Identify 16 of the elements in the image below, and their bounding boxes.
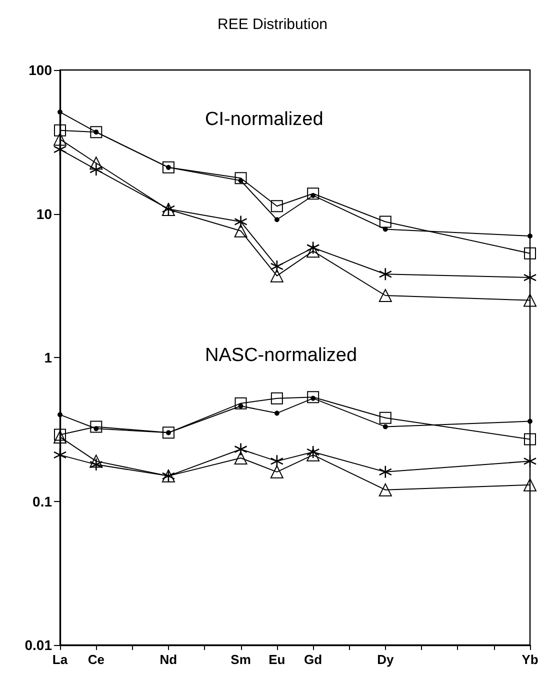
- x-tick-label: Nd: [160, 652, 178, 667]
- annotation: CI-normalized: [205, 109, 324, 130]
- annotation: NASC-normalized: [205, 344, 358, 366]
- y-tick-label: 10: [36, 206, 52, 222]
- y-tick-label: 0.1: [32, 493, 52, 510]
- y-tick-label: 0.01: [24, 637, 52, 653]
- x-tick-label: Sm: [230, 652, 251, 667]
- x-tick-label: Eu: [268, 652, 286, 667]
- y-tick-label: 1: [44, 350, 52, 366]
- chart-title: REE Distribution: [217, 16, 328, 33]
- x-tick-label: Gd: [304, 652, 322, 667]
- x-tick-label: Dy: [377, 652, 394, 667]
- x-tick-label: Yb: [522, 652, 538, 667]
- y-tick-label: 100: [28, 62, 52, 78]
- x-tick-label: La: [52, 652, 68, 667]
- x-tick-label: Ce: [88, 652, 104, 667]
